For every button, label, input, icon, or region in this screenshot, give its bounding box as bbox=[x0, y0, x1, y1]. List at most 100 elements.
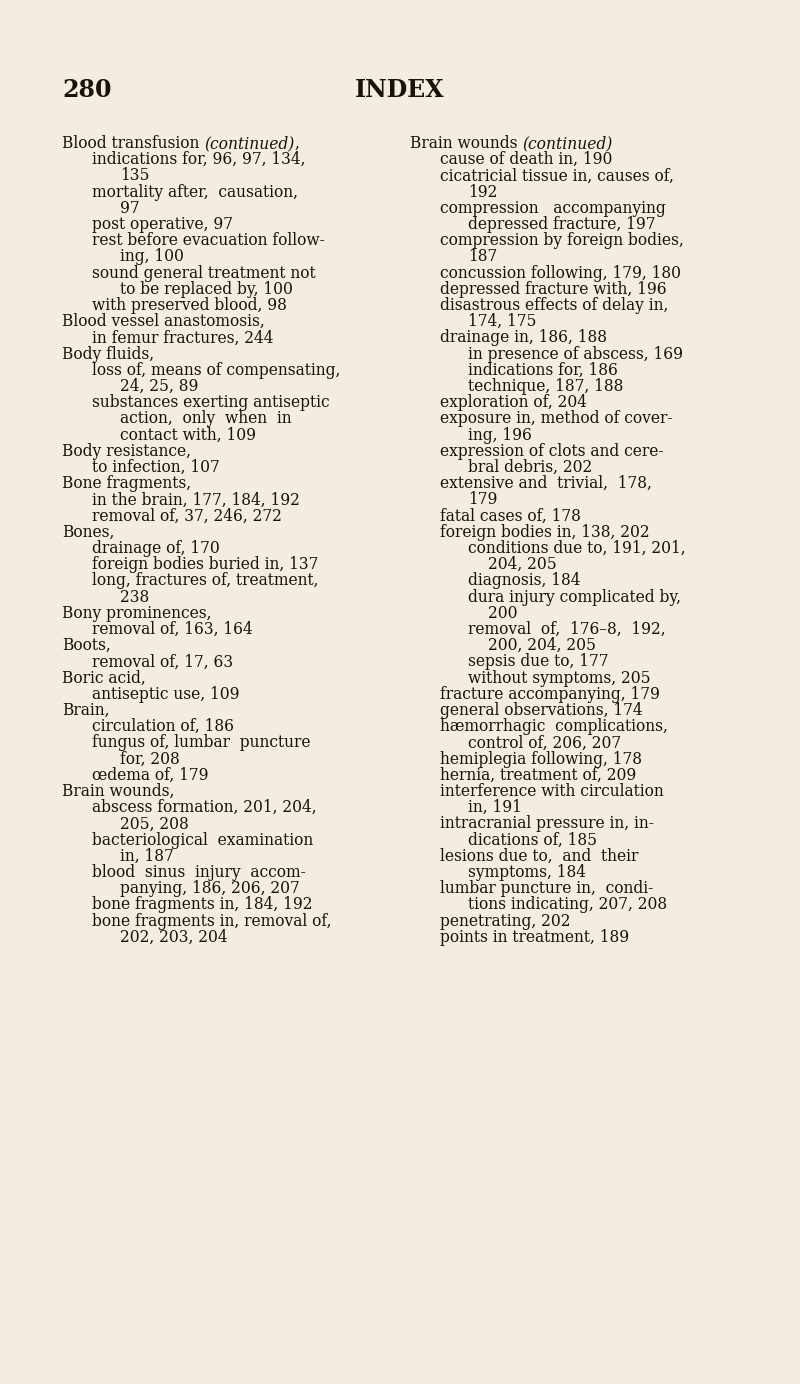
Text: exposure in, method of cover-: exposure in, method of cover- bbox=[440, 411, 673, 428]
Text: 280: 280 bbox=[62, 78, 111, 102]
Text: (continued): (continued) bbox=[522, 136, 613, 152]
Text: drainage in, 186, 188: drainage in, 186, 188 bbox=[440, 329, 607, 346]
Text: diagnosis, 184: diagnosis, 184 bbox=[468, 573, 581, 590]
Text: 205, 208: 205, 208 bbox=[120, 815, 189, 832]
Text: 200: 200 bbox=[488, 605, 518, 621]
Text: drainage of, 170: drainage of, 170 bbox=[92, 540, 220, 556]
Text: Bone fragments,: Bone fragments, bbox=[62, 475, 191, 493]
Text: exploration of, 204: exploration of, 204 bbox=[440, 394, 587, 411]
Text: bone fragments in, 184, 192: bone fragments in, 184, 192 bbox=[92, 897, 313, 913]
Text: 192: 192 bbox=[468, 184, 498, 201]
Text: penetrating, 202: penetrating, 202 bbox=[440, 912, 570, 930]
Text: fracture accompanying, 179: fracture accompanying, 179 bbox=[440, 686, 660, 703]
Text: depressed fracture, 197: depressed fracture, 197 bbox=[468, 216, 655, 233]
Text: indications for, 186: indications for, 186 bbox=[468, 361, 618, 379]
Text: blood  sinus  injury  accom-: blood sinus injury accom- bbox=[92, 864, 306, 882]
Text: cause of death in, 190: cause of death in, 190 bbox=[440, 151, 612, 169]
Text: Boots,: Boots, bbox=[62, 637, 110, 655]
Text: 200, 204, 205: 200, 204, 205 bbox=[488, 637, 596, 655]
Text: depressed fracture with, 196: depressed fracture with, 196 bbox=[440, 281, 666, 298]
Text: antiseptic use, 109: antiseptic use, 109 bbox=[92, 686, 239, 703]
Text: rest before evacuation follow-: rest before evacuation follow- bbox=[92, 233, 325, 249]
Text: 238: 238 bbox=[120, 588, 150, 606]
Text: in, 191: in, 191 bbox=[468, 799, 522, 817]
Text: sepsis due to, 177: sepsis due to, 177 bbox=[468, 653, 609, 670]
Text: Bones,: Bones, bbox=[62, 523, 114, 541]
Text: for, 208: for, 208 bbox=[120, 750, 180, 768]
Text: loss of, means of compensating,: loss of, means of compensating, bbox=[92, 361, 340, 379]
Text: technique, 187, 188: technique, 187, 188 bbox=[468, 378, 623, 394]
Text: to be replaced by, 100: to be replaced by, 100 bbox=[120, 281, 293, 298]
Text: control of, 206, 207: control of, 206, 207 bbox=[468, 735, 621, 752]
Text: lesions due to,  and  their: lesions due to, and their bbox=[440, 848, 638, 865]
Text: circulation of, 186: circulation of, 186 bbox=[92, 718, 234, 735]
Text: intracranial pressure in, in-: intracranial pressure in, in- bbox=[440, 815, 654, 832]
Text: Brain wounds: Brain wounds bbox=[410, 136, 522, 152]
Text: without symptoms, 205: without symptoms, 205 bbox=[468, 670, 650, 686]
Text: cicatricial tissue in, causes of,: cicatricial tissue in, causes of, bbox=[440, 167, 674, 184]
Text: Bony prominences,: Bony prominences, bbox=[62, 605, 211, 621]
Text: hernia, treatment of, 209: hernia, treatment of, 209 bbox=[440, 767, 636, 783]
Text: lumbar puncture in,  condi-: lumbar puncture in, condi- bbox=[440, 880, 654, 897]
Text: Body resistance,: Body resistance, bbox=[62, 443, 191, 459]
Text: symptoms, 184: symptoms, 184 bbox=[468, 864, 586, 882]
Text: points in treatment, 189: points in treatment, 189 bbox=[440, 929, 629, 945]
Text: abscess formation, 201, 204,: abscess formation, 201, 204, bbox=[92, 799, 317, 817]
Text: removal of, 37, 246, 272: removal of, 37, 246, 272 bbox=[92, 508, 282, 525]
Text: conditions due to, 191, 201,: conditions due to, 191, 201, bbox=[468, 540, 686, 556]
Text: Body fluids,: Body fluids, bbox=[62, 346, 154, 363]
Text: expression of clots and cere-: expression of clots and cere- bbox=[440, 443, 663, 459]
Text: removal of, 17, 63: removal of, 17, 63 bbox=[92, 653, 233, 670]
Text: disastrous effects of delay in,: disastrous effects of delay in, bbox=[440, 298, 668, 314]
Text: concussion following, 179, 180: concussion following, 179, 180 bbox=[440, 264, 681, 281]
Text: ,: , bbox=[294, 136, 299, 152]
Text: in, 187: in, 187 bbox=[120, 848, 174, 865]
Text: Blood vessel anastomosis,: Blood vessel anastomosis, bbox=[62, 313, 265, 331]
Text: removal  of,  176–8,  192,: removal of, 176–8, 192, bbox=[468, 621, 666, 638]
Text: ing, 100: ing, 100 bbox=[120, 248, 184, 266]
Text: hæmorrhagic  complications,: hæmorrhagic complications, bbox=[440, 718, 668, 735]
Text: bacteriological  examination: bacteriological examination bbox=[92, 832, 314, 848]
Text: 204, 205: 204, 205 bbox=[488, 556, 557, 573]
Text: 202, 203, 204: 202, 203, 204 bbox=[120, 929, 228, 945]
Text: long, fractures of, treatment,: long, fractures of, treatment, bbox=[92, 573, 318, 590]
Text: substances exerting antiseptic: substances exerting antiseptic bbox=[92, 394, 330, 411]
Text: 135: 135 bbox=[120, 167, 150, 184]
Text: sound general treatment not: sound general treatment not bbox=[92, 264, 316, 281]
Text: contact with, 109: contact with, 109 bbox=[120, 426, 256, 444]
Text: with preserved blood, 98: with preserved blood, 98 bbox=[92, 298, 287, 314]
Text: Brain,: Brain, bbox=[62, 702, 110, 720]
Text: fatal cases of, 178: fatal cases of, 178 bbox=[440, 508, 581, 525]
Text: extensive and  trivial,  178,: extensive and trivial, 178, bbox=[440, 475, 652, 493]
Text: in the brain, 177, 184, 192: in the brain, 177, 184, 192 bbox=[92, 491, 300, 508]
Text: compression by foreign bodies,: compression by foreign bodies, bbox=[440, 233, 684, 249]
Text: in presence of abscess, 169: in presence of abscess, 169 bbox=[468, 346, 683, 363]
Text: ing, 196: ing, 196 bbox=[468, 426, 532, 444]
Text: general observations, 174: general observations, 174 bbox=[440, 702, 642, 720]
Text: 179: 179 bbox=[468, 491, 498, 508]
Text: Brain wounds,: Brain wounds, bbox=[62, 783, 174, 800]
Text: bone fragments in, removal of,: bone fragments in, removal of, bbox=[92, 912, 331, 930]
Text: compression   accompanying: compression accompanying bbox=[440, 199, 666, 217]
Text: interference with circulation: interference with circulation bbox=[440, 783, 664, 800]
Text: hemiplegia following, 178: hemiplegia following, 178 bbox=[440, 750, 642, 768]
Text: 174, 175: 174, 175 bbox=[468, 313, 537, 331]
Text: panying, 186, 206, 207: panying, 186, 206, 207 bbox=[120, 880, 300, 897]
Text: dura injury complicated by,: dura injury complicated by, bbox=[468, 588, 681, 606]
Text: foreign bodies in, 138, 202: foreign bodies in, 138, 202 bbox=[440, 523, 650, 541]
Text: 24, 25, 89: 24, 25, 89 bbox=[120, 378, 198, 394]
Text: INDEX: INDEX bbox=[355, 78, 445, 102]
Text: dications of, 185: dications of, 185 bbox=[468, 832, 597, 848]
Text: in femur fractures, 244: in femur fractures, 244 bbox=[92, 329, 274, 346]
Text: action,  only  when  in: action, only when in bbox=[120, 411, 292, 428]
Text: fungus of, lumbar  puncture: fungus of, lumbar puncture bbox=[92, 735, 310, 752]
Text: Boric acid,: Boric acid, bbox=[62, 670, 146, 686]
Text: Blood transfusion: Blood transfusion bbox=[62, 136, 204, 152]
Text: tions indicating, 207, 208: tions indicating, 207, 208 bbox=[468, 897, 667, 913]
Text: foreign bodies buried in, 137: foreign bodies buried in, 137 bbox=[92, 556, 318, 573]
Text: post operative, 97: post operative, 97 bbox=[92, 216, 233, 233]
Text: to infection, 107: to infection, 107 bbox=[92, 459, 220, 476]
Text: mortality after,  causation,: mortality after, causation, bbox=[92, 184, 298, 201]
Text: bral debris, 202: bral debris, 202 bbox=[468, 459, 592, 476]
Text: œdema of, 179: œdema of, 179 bbox=[92, 767, 209, 783]
